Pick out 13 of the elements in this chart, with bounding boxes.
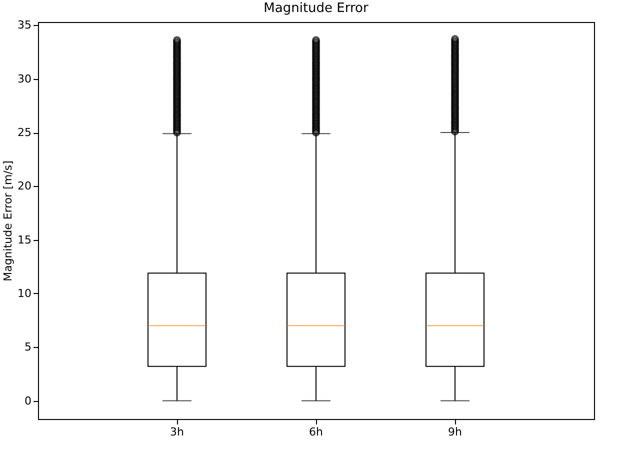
x-tick-label: 9h: [448, 426, 462, 438]
y-tick-label: 10: [18, 286, 32, 300]
y-tick-label: 15: [18, 233, 32, 246]
y-tick-label: 5: [24, 340, 32, 354]
y-tick-label: 0: [24, 394, 32, 408]
chart-title: Magnitude Error: [264, 1, 369, 16]
y-tick-label: 35: [18, 18, 32, 32]
y-tick-label: 20: [18, 180, 32, 193]
y-axis-title: Magnitude Error [m/s]: [2, 160, 15, 282]
y-tick-label: 30: [18, 72, 32, 86]
y-tick-label: 25: [18, 126, 32, 140]
x-tick-label: 3h: [170, 426, 184, 438]
x-tick-label: 6h: [309, 426, 324, 438]
